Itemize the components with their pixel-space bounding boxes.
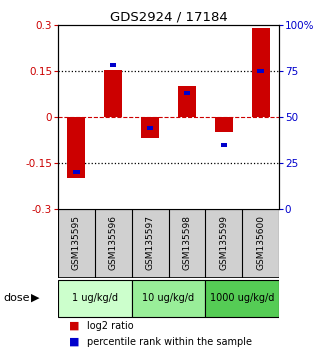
Bar <box>178 86 196 117</box>
Text: ■: ■ <box>69 337 79 347</box>
Bar <box>141 117 159 138</box>
Text: ▶: ▶ <box>30 293 39 303</box>
Bar <box>252 28 270 117</box>
Bar <box>58 280 132 317</box>
Title: GDS2924 / 17184: GDS2924 / 17184 <box>110 11 227 24</box>
Bar <box>215 117 233 132</box>
Text: percentile rank within the sample: percentile rank within the sample <box>87 337 252 347</box>
Text: ■: ■ <box>69 321 79 331</box>
Text: GSM135600: GSM135600 <box>256 215 265 270</box>
Bar <box>110 63 117 67</box>
Text: 1000 ug/kg/d: 1000 ug/kg/d <box>210 293 274 303</box>
Bar <box>132 280 205 317</box>
Bar <box>205 280 279 317</box>
Text: 1 ug/kg/d: 1 ug/kg/d <box>72 293 118 303</box>
Bar <box>221 143 227 147</box>
Bar <box>184 91 190 95</box>
Text: log2 ratio: log2 ratio <box>87 321 133 331</box>
Text: GSM135597: GSM135597 <box>145 215 155 270</box>
Bar <box>67 117 85 178</box>
Text: GSM135598: GSM135598 <box>182 215 192 270</box>
Bar <box>73 170 80 175</box>
Bar <box>104 70 122 117</box>
Text: GSM135595: GSM135595 <box>72 215 81 270</box>
Bar <box>147 126 153 130</box>
Text: GSM135596: GSM135596 <box>108 215 118 270</box>
Text: dose: dose <box>3 293 30 303</box>
Text: GSM135599: GSM135599 <box>219 215 229 270</box>
Bar <box>257 69 264 73</box>
Text: 10 ug/kg/d: 10 ug/kg/d <box>143 293 195 303</box>
